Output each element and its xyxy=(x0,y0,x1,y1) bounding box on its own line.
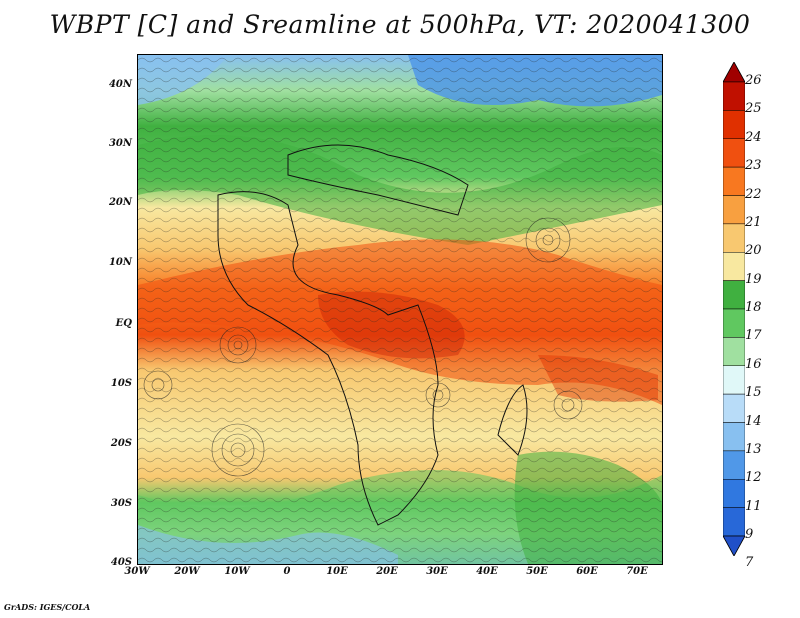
colorbar-swatch xyxy=(723,166,745,196)
colorbar-tick-label: 17 xyxy=(745,328,762,344)
colorbar-tick-label: 9 xyxy=(745,527,754,542)
lat-label: 10N xyxy=(108,257,132,268)
grads-credit: GrADS: IGES/COLA xyxy=(4,602,91,612)
colorbar-swatch xyxy=(723,252,745,281)
europe-coastline xyxy=(287,144,469,216)
colorbar-swatch xyxy=(723,81,745,111)
colorbar-tick-label: 23 xyxy=(745,158,762,174)
colorbar-tick-label: 22 xyxy=(745,186,762,202)
colorbar-tick-label: 11 xyxy=(745,498,762,514)
lon-label: 20W xyxy=(174,566,200,577)
madagascar-coastline xyxy=(497,384,528,456)
lon-label: 50E xyxy=(526,566,548,577)
lat-label: EQ xyxy=(115,318,132,329)
colorbar-swatch xyxy=(723,450,745,480)
colorbar-top-arrow xyxy=(723,62,745,83)
colorbar-swatch xyxy=(723,195,745,225)
colorbar-tick-label: 14 xyxy=(745,413,762,429)
colorbar-tick-label: 24 xyxy=(745,129,762,145)
colorbar-tick-label: 16 xyxy=(745,356,762,372)
lat-label: 20N xyxy=(108,197,132,208)
lat-label: 40S xyxy=(110,557,132,568)
colorbar-swatch xyxy=(723,422,745,452)
map-title: WBPT [C] and Sreamline at 500hPa, VT: 20… xyxy=(49,10,751,39)
colorbar-tick-label: 12 xyxy=(745,470,762,486)
lat-label: 10S xyxy=(110,378,132,389)
colorbar-tick-label: 13 xyxy=(745,441,762,457)
lon-label: 0 xyxy=(283,566,291,577)
colorbar-swatch xyxy=(723,479,745,508)
vortices xyxy=(143,217,583,477)
colorbar-swatch xyxy=(723,507,745,537)
wbpt-field-svg xyxy=(138,55,662,564)
colorbar-tick-label: 7 xyxy=(745,555,754,571)
colorbar-tick-label: 19 xyxy=(745,271,762,287)
colorbar-bottom-arrow xyxy=(723,535,745,556)
lon-label: 40E xyxy=(476,566,498,577)
colorbar-tick-label: 15 xyxy=(745,385,762,401)
lon-label: 20E xyxy=(376,566,398,577)
colorbar-tick-label: 21 xyxy=(745,214,762,230)
colorbar-swatch xyxy=(723,138,745,168)
colorbar-tick-label: 25 xyxy=(745,101,762,117)
lon-label: 70E xyxy=(626,566,648,577)
colorbar-swatch xyxy=(723,280,745,310)
colorbar-swatch xyxy=(723,365,745,395)
lon-label: 60E xyxy=(576,566,598,577)
colorbar-swatch xyxy=(723,223,745,253)
colorbar-tick-label: 18 xyxy=(745,300,762,315)
africa-coastline xyxy=(217,191,439,526)
lat-label: 20S xyxy=(110,438,132,449)
colorbar-swatch xyxy=(723,110,745,139)
lon-label: 10W xyxy=(224,566,250,577)
colorbar xyxy=(723,62,745,556)
streamlines xyxy=(138,55,662,564)
colorbar-swatch xyxy=(723,337,745,366)
map-field xyxy=(137,54,663,565)
colorbar-tick-label: 20 xyxy=(745,243,762,259)
colorbar-swatch xyxy=(723,393,745,423)
lat-label: 30S xyxy=(110,498,132,509)
lon-label: 30E xyxy=(426,566,448,577)
lon-label: 30W xyxy=(124,566,150,577)
colorbar-swatch xyxy=(723,308,745,338)
colorbar-tick-label: 26 xyxy=(745,73,762,88)
lon-label: 10E xyxy=(326,566,348,577)
lat-label: 30N xyxy=(108,138,132,149)
lat-label: 40N xyxy=(108,79,132,90)
